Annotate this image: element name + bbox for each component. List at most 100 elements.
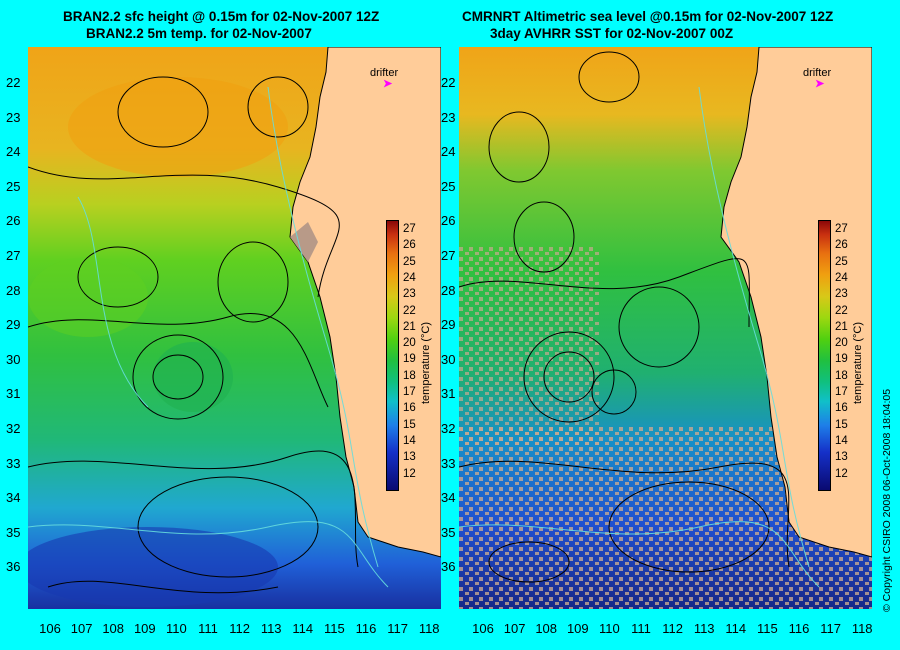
left-longitude-tick: 116: [355, 621, 377, 636]
left-colorbar-tick: 24: [403, 271, 416, 284]
left-title-line2: BRAN2.2 5m temp. for 02-Nov-2007: [86, 26, 312, 41]
left-longitude-tick: 108: [102, 621, 125, 636]
right-colorbar-label: temperature (°C): [852, 321, 864, 404]
left-drifter-label: drifter: [370, 67, 399, 79]
right-drifter-label: drifter: [803, 67, 832, 79]
left-latitude-tick: 33: [6, 455, 21, 471]
left-latitude-tick: 23: [6, 109, 21, 125]
left-longitude-tick: 112: [229, 621, 250, 636]
right-colorbar-tick: 25: [835, 255, 848, 268]
copyright-notice: © Copyright CSIRO 2008 06-Oct-2008 18:04…: [881, 388, 893, 612]
right-colorbar-tick: 23: [835, 288, 848, 301]
right-longitude-tick: 111: [631, 621, 651, 636]
left-longitude-tick: 115: [324, 621, 345, 636]
left-latitude-tick: 31: [6, 386, 21, 402]
right-colorbar-tick: 24: [835, 271, 848, 284]
left-latitude-tick: 34: [6, 490, 21, 506]
left-colorbar-label: temperature (°C): [420, 321, 432, 404]
right-colorbar-tick: 16: [835, 402, 848, 415]
left-colorbar-tick: 19: [403, 353, 416, 366]
left-colorbar-tick: 17: [403, 386, 416, 398]
right-longitude-tick: 110: [599, 621, 620, 636]
left-latitude-tick: 25: [6, 178, 21, 194]
right-longitude-tick: 114: [725, 621, 747, 636]
right-latitude-tick: 28: [441, 282, 456, 298]
left-latitude-tick: 29: [6, 317, 21, 333]
right-longitude-tick: 112: [662, 621, 683, 636]
left-latitude-tick: 32: [6, 421, 21, 436]
right-longitude-tick: 106: [472, 621, 494, 636]
right-longitude-tick: 118: [851, 621, 873, 636]
right-title-line1: CMRNRT Altimetric sea level @0.15m for 0…: [462, 9, 834, 24]
left-colorbar-tick: 18: [403, 369, 416, 382]
right-latitude-tick: 24: [441, 144, 456, 160]
right-longitude-tick: 108: [535, 621, 558, 636]
left-colorbar-tick: 12: [403, 467, 416, 480]
left-drifter-marker: ➤: [383, 78, 393, 90]
right-colorbar-tick: 12: [835, 467, 848, 480]
left-colorbar-tick: 23: [403, 288, 416, 301]
left-colorbar-tick: 27: [403, 223, 416, 235]
left-latitude-tick: 26: [6, 213, 21, 229]
left-longitude-tick: 117: [387, 621, 408, 636]
left-colorbar-tick: 26: [403, 239, 416, 252]
left-longitude-tick: 107: [70, 621, 93, 636]
left-colorbar-tick: 25: [403, 255, 416, 268]
right-longitude-tick: 115: [757, 621, 778, 636]
right-latitude-tick: 32: [441, 421, 456, 436]
right-colorbar-tick: 15: [835, 418, 848, 431]
right-colorbar-tick: 26: [835, 239, 848, 252]
right-colorbar-tick: 20: [835, 337, 848, 350]
right-colorbar-tick: 19: [835, 353, 848, 366]
right-colorbar: [818, 220, 831, 491]
right-latitude-tick: 35: [441, 524, 456, 540]
left-latitude-tick: 27: [6, 248, 21, 263]
left-longitude-tick: 114: [292, 621, 314, 636]
left-latitude-tick: 22: [6, 75, 21, 90]
left-longitude-tick: 106: [39, 621, 61, 636]
right-colorbar-tick: 22: [835, 304, 848, 317]
left-colorbar-tick: 13: [403, 451, 416, 464]
left-colorbar-tick: 20: [403, 337, 416, 350]
right-latitude-tick: 33: [441, 455, 456, 471]
right-title-line2: 3day AVHRR SST for 02-Nov-2007 00Z: [490, 26, 734, 41]
left-colorbar-tick: 15: [403, 418, 416, 431]
left-longitude-tick: 113: [260, 621, 282, 636]
right-latitude-tick: 27: [441, 248, 456, 263]
left-latitude-tick: 24: [6, 144, 21, 160]
left-latitude-tick: 30: [6, 351, 21, 367]
right-latitude-tick: 30: [441, 351, 456, 367]
right-colorbar-tick: 21: [835, 320, 848, 333]
right-longitude-tick: 107: [503, 621, 526, 636]
right-colorbar-tick: 14: [835, 434, 848, 447]
left-title-line1: BRAN2.2 sfc height @ 0.15m for 02-Nov-20…: [63, 9, 380, 24]
right-latitude-tick: 31: [441, 386, 456, 402]
left-longitude-tick: 109: [133, 621, 156, 636]
left-colorbar-tick: 21: [403, 320, 416, 333]
right-latitude-tick: 22: [441, 75, 456, 90]
left-latitude-tick: 36: [6, 559, 21, 575]
right-longitude-tick: 113: [693, 621, 715, 636]
left-colorbar-tick: 14: [403, 434, 416, 447]
left-colorbar: [386, 220, 399, 491]
right-colorbar-tick: 27: [835, 223, 848, 235]
left-map-panel: [28, 47, 441, 609]
right-sst-map: [459, 47, 872, 609]
right-map-panel: [459, 47, 872, 609]
left-colorbar-tick: 16: [403, 402, 416, 415]
right-longitude-tick: 116: [788, 621, 810, 636]
right-colorbar-tick: 13: [835, 451, 848, 464]
left-longitude-tick: 118: [418, 621, 440, 636]
left-latitude-tick: 35: [6, 524, 21, 540]
right-longitude-tick: 109: [566, 621, 589, 636]
right-latitude-tick: 34: [441, 490, 456, 506]
right-latitude-tick: 26: [441, 213, 456, 229]
left-colorbar-tick: 22: [403, 304, 416, 317]
right-longitude-tick: 117: [820, 621, 841, 636]
right-drifter-marker: ➤: [815, 78, 825, 90]
right-latitude-tick: 23: [441, 109, 456, 125]
right-colorbar-tick: 17: [835, 386, 848, 398]
right-latitude-tick: 25: [441, 178, 456, 194]
left-longitude-tick: 111: [198, 621, 218, 636]
left-sst-map: [28, 47, 441, 609]
